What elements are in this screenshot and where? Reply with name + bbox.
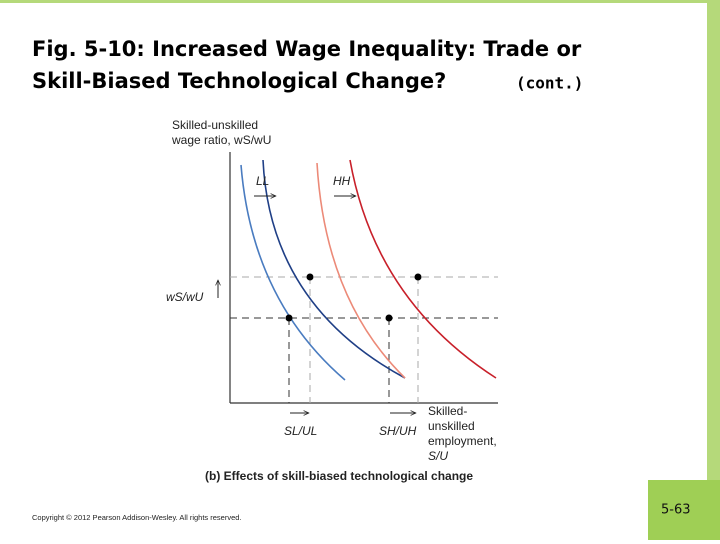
x-axis-label: Skilled-	[428, 404, 467, 418]
right-band	[707, 0, 720, 480]
y-marker: wS/wU	[166, 290, 204, 304]
title: Fig. 5-10: Increased Wage Inequality: Tr…	[32, 37, 582, 61]
x-axis-label: unskilled	[428, 419, 475, 433]
ll-curve	[240, 164, 346, 381]
title-suffix: (cont.)	[516, 74, 583, 93]
top-band	[0, 0, 720, 3]
curve-label: HH	[333, 174, 351, 188]
point	[285, 314, 293, 322]
y-axis-label: Skilled-unskilled	[172, 118, 258, 132]
caption: (b) Effects of skill-biased technologica…	[205, 469, 473, 483]
page-number: 5-63	[661, 503, 691, 518]
hh-curve-shifted	[349, 159, 497, 379]
point	[306, 273, 314, 281]
x-axis-label: S/U	[428, 449, 448, 463]
x-marker: SH/UH	[379, 424, 417, 438]
ll-curve-shifted	[262, 159, 406, 379]
y-axis-label: wage ratio, wS/wU	[171, 133, 271, 147]
hh-curve	[316, 162, 406, 379]
point	[414, 273, 422, 281]
curve-label: LL	[256, 174, 269, 188]
point	[385, 314, 393, 322]
x-axis-label: employment,	[428, 434, 497, 448]
title: Skill-Biased Technological Change?	[32, 69, 446, 93]
page-box	[648, 480, 720, 540]
copyright: Copyright © 2012 Pearson Addison-Wesley.…	[32, 513, 242, 522]
x-marker: SL/UL	[284, 424, 317, 438]
